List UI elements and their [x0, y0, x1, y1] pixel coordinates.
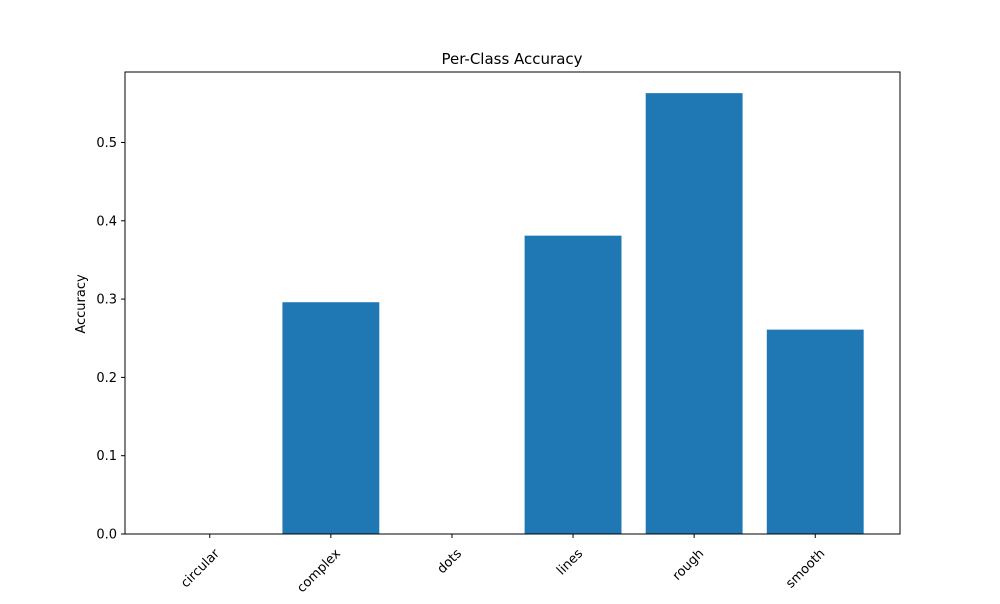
x-tick-label-smooth: smooth: [783, 546, 828, 591]
x-tick-label-rough: rough: [670, 546, 707, 583]
y-tick-label-0: 0.0: [96, 528, 117, 543]
y-axis-ticks: 0.0 0.1 0.2 0.3 0.4 0.5: [96, 136, 125, 543]
bar-smooth: [766, 329, 864, 534]
x-axis-ticks: circular complex dots lines rough smooth: [178, 534, 828, 596]
plot-frame: [124, 71, 901, 535]
y-axis-label: Accuracy: [74, 274, 89, 334]
y-tick-label-2: 0.2: [96, 371, 117, 386]
y-tick-label-1: 0.1: [96, 449, 117, 464]
chart-title: Per-Class Accuracy: [441, 50, 582, 68]
x-tick-label-circular: circular: [178, 546, 223, 591]
bar-rough: [645, 93, 743, 535]
y-tick-label-5: 0.5: [96, 136, 117, 151]
x-tick-label-dots: dots: [435, 546, 466, 577]
bar-lines: [524, 235, 622, 534]
axes-layer: [124, 71, 901, 535]
x-tick-label-complex: complex: [294, 546, 344, 596]
x-tick-label-lines: lines: [554, 546, 586, 578]
y-tick-label-3: 0.3: [96, 293, 117, 308]
bar-complex: [282, 302, 380, 534]
y-tick-label-4: 0.4: [96, 214, 117, 229]
bars-layer: [282, 93, 864, 535]
